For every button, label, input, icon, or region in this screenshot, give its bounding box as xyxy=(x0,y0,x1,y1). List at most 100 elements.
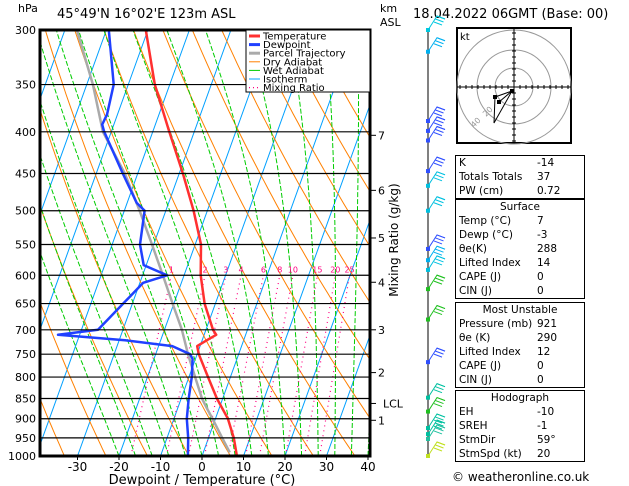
hodograph-table: Hodograph EH -10 SREH -1 StmDir 59° StmSpd (kt)… xyxy=(455,390,585,462)
wind-barb-feather xyxy=(436,156,446,161)
pressure-tick-label: 950 xyxy=(15,432,36,445)
table-row: CAPE (J) 0 xyxy=(456,270,584,284)
table-row: PW (cm) 0.72 xyxy=(456,184,584,198)
wind-barb-feather xyxy=(435,18,444,23)
row-label: EH xyxy=(459,406,474,418)
copyright-footer[interactable]: © weatheronline.co.uk xyxy=(452,470,590,484)
wind-barb xyxy=(426,125,446,143)
wind-barb-feather xyxy=(435,248,444,253)
row-value: 0 xyxy=(537,374,544,386)
wind-barb xyxy=(426,37,446,54)
row-label: Totals Totals xyxy=(459,171,523,183)
temperature-line xyxy=(144,30,239,456)
x-tick-label: 30 xyxy=(319,460,334,474)
km-label: 5 xyxy=(378,232,385,245)
wind-barb xyxy=(426,156,446,174)
pressure-tick-label: 600 xyxy=(15,269,36,282)
mixing-ratio-label: 8 xyxy=(277,265,282,274)
wind-barb-feather xyxy=(433,280,443,285)
surface-table: Surface Temp (°C) 7 Dewp (°C) -3 θe(K) 288 Lift… xyxy=(455,199,585,299)
row-value: -14 xyxy=(537,157,555,169)
pressure-tick-label: 1000 xyxy=(8,450,36,463)
table-row: Totals Totals 37 xyxy=(456,170,584,184)
wind-barb-feather xyxy=(433,202,443,207)
table-section-title: Most Unstable xyxy=(482,304,558,316)
wet-adiabat-line xyxy=(287,30,319,456)
legend-entry: Mixing Ratio xyxy=(263,83,325,94)
mixing-ratio-line xyxy=(319,275,351,456)
table-row: Pressure (mb) 921 xyxy=(456,317,584,331)
wind-barb-feather xyxy=(436,245,446,250)
dry-adiabat-line xyxy=(44,30,231,456)
wind-barb-feather xyxy=(433,261,443,266)
row-label: Lifted Index xyxy=(459,257,521,269)
plot-frame xyxy=(38,28,372,458)
wind-barb-feather xyxy=(436,255,446,260)
wind-barb xyxy=(426,347,446,365)
wind-barb-feather xyxy=(433,389,443,394)
legend-entry: Dewpoint xyxy=(263,40,311,51)
legend-entry: Isotherm xyxy=(263,75,307,86)
wind-barb-feather xyxy=(435,199,444,204)
km-label: 3 xyxy=(378,324,385,337)
wind-barb-feather xyxy=(436,15,446,20)
row-label: K xyxy=(459,157,466,169)
pressure-tick-label: 400 xyxy=(15,126,36,139)
legend-entry: Dry Adiabat xyxy=(263,57,322,68)
wind-barb xyxy=(426,196,446,213)
row-label: Lifted Index xyxy=(459,346,521,358)
pressure-tick-label: 650 xyxy=(15,298,36,311)
pressure-tick-label: 500 xyxy=(15,205,36,218)
plot-area: 1 2 3 4 6 8 10 15 20 25 xyxy=(40,30,629,456)
mixing-ratio-label: 15 xyxy=(312,265,322,274)
wind-barb-feather xyxy=(433,353,443,358)
row-value: 7 xyxy=(537,215,544,227)
wind-barb-feather xyxy=(435,119,444,124)
wind-barb-feather xyxy=(436,196,446,201)
isotherm-line xyxy=(118,30,273,456)
wind-barb xyxy=(426,116,446,133)
wind-barb-feather xyxy=(435,422,444,427)
pressure-tick-label: 450 xyxy=(15,167,36,180)
mixing-ratio-line xyxy=(130,275,172,456)
mixing-ratio-label: 25 xyxy=(344,265,354,274)
wind-barb-feather xyxy=(436,106,446,111)
wet-adiabat-line xyxy=(350,30,359,456)
mixing-ratio-line xyxy=(165,275,206,456)
row-label: Pressure (mb) xyxy=(459,318,533,330)
row-label: θe (K) xyxy=(459,332,491,344)
wind-barb-feather xyxy=(433,311,443,316)
mixing-ratio-label: 6 xyxy=(261,265,266,274)
isotherm-line xyxy=(77,30,232,456)
table-row: SREH -1 xyxy=(456,419,584,433)
mixing-ratio-line xyxy=(187,275,227,456)
wind-barb-feather xyxy=(435,109,444,114)
hodograph-unit-label: kt xyxy=(460,32,470,43)
wind-barb xyxy=(426,15,446,32)
wind-barb-feather xyxy=(436,305,446,310)
table-row: CIN (J) 0 xyxy=(456,373,584,387)
wind-barb-feather xyxy=(435,444,444,449)
pressure-tick-label: 700 xyxy=(15,324,36,337)
dry-adiabat-line xyxy=(604,30,629,456)
row-value: 0 xyxy=(537,360,544,372)
wind-barb-feather xyxy=(433,112,443,117)
x-tick-label: 40 xyxy=(360,460,375,474)
km-label: 2 xyxy=(378,367,385,380)
table-row: StmSpd (kt) 20 xyxy=(456,447,584,461)
wind-barb-feather xyxy=(436,383,446,388)
wind-barb-feather xyxy=(433,425,443,430)
dewpoint-line xyxy=(56,30,194,456)
wind-barb-feather xyxy=(433,403,443,408)
wind-barb xyxy=(426,245,446,263)
wind-barb xyxy=(426,106,446,124)
table-row: Lifted Index 12 xyxy=(456,345,584,359)
row-value: 14 xyxy=(537,257,551,269)
table-row: θe (K) 290 xyxy=(456,331,584,345)
row-value: 921 xyxy=(537,318,558,330)
legend-entry: Wet Adiabat xyxy=(263,66,324,77)
mixing-ratio-line xyxy=(227,275,264,456)
km-label: LCL xyxy=(383,397,404,410)
